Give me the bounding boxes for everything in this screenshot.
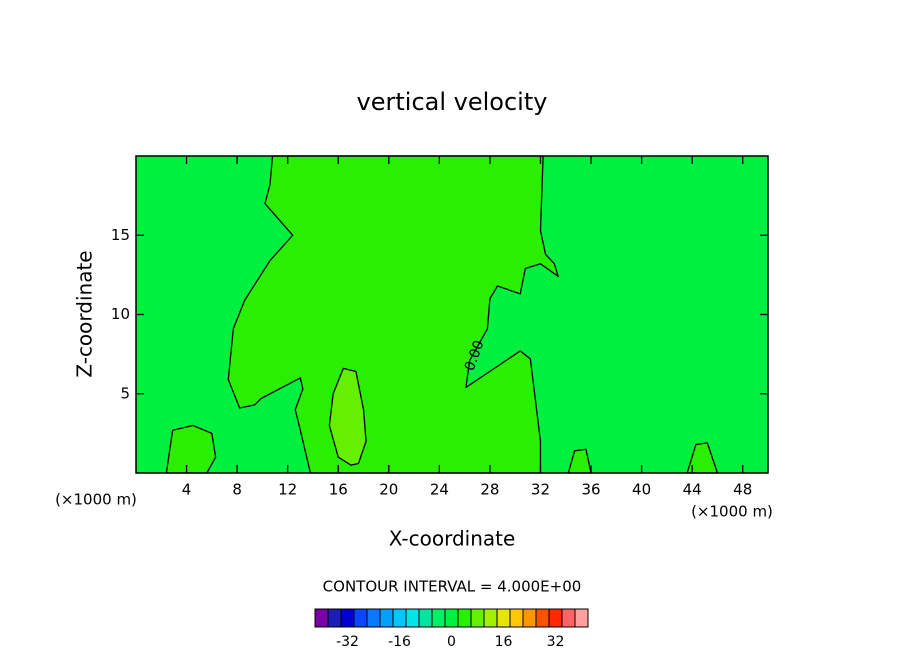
x-tick-label: 32 — [531, 481, 550, 499]
chart-title: vertical velocity — [357, 88, 548, 116]
y-tick-label: 5 — [120, 384, 130, 402]
colorbar-box — [340, 608, 355, 628]
contour-region — [165, 424, 217, 474]
x-tick-label: 36 — [581, 481, 600, 499]
colorbar-box — [327, 608, 342, 628]
x-tick-label: 40 — [632, 481, 651, 499]
colorbar-box — [522, 608, 537, 628]
contour-region — [227, 155, 559, 474]
colorbar-tick-label: -16 — [388, 634, 411, 650]
x-tick-label: 20 — [379, 481, 398, 499]
x-unit-label: (×1000 m) — [55, 491, 137, 509]
colorbar-box — [470, 608, 485, 628]
x-tick-label: 8 — [232, 481, 242, 499]
y-axis-label: Z-coordinate — [73, 250, 97, 377]
colorbar-box — [405, 608, 420, 628]
colorbar-box — [392, 608, 407, 628]
colorbar-box — [509, 608, 524, 628]
x-tick-label: 16 — [329, 481, 348, 499]
colorbar-box — [418, 608, 433, 628]
x-tick-label: 28 — [480, 481, 499, 499]
colorbar-box — [496, 608, 511, 628]
colorbar-tick-label: 0 — [447, 634, 456, 650]
colorbar-box — [535, 608, 550, 628]
colorbar-box — [366, 608, 381, 628]
colorbar-box — [353, 608, 368, 628]
x-tick-label: 12 — [278, 481, 297, 499]
colorbar-box — [548, 608, 563, 628]
colorbar-box — [444, 608, 459, 628]
contour-region — [328, 367, 367, 466]
x-tick-label: 24 — [430, 481, 449, 499]
contour-interval: CONTOUR INTERVAL = 4.000E+00 — [323, 578, 582, 596]
colorbar-box — [574, 608, 589, 628]
x-tick-label: 48 — [733, 481, 752, 499]
colorbar-tick-label: 32 — [547, 634, 565, 650]
colorbar-box — [561, 608, 576, 628]
colorbar-box — [483, 608, 498, 628]
colorbar-tick-label: 16 — [495, 634, 513, 650]
colorbar-box — [457, 608, 472, 628]
y-tick-label: 10 — [111, 305, 130, 323]
colorbar-tick-label: -32 — [336, 634, 359, 650]
colorbar-box — [379, 608, 394, 628]
x-tick-label: 44 — [683, 481, 702, 499]
x-axis-label: X-coordinate — [389, 527, 516, 551]
x-tick-label: 4 — [182, 481, 192, 499]
colorbar-box — [431, 608, 446, 628]
x-unit-label: (×1000 m) — [691, 503, 773, 521]
colorbar-box — [314, 608, 329, 628]
y-tick-label: 15 — [111, 226, 130, 244]
